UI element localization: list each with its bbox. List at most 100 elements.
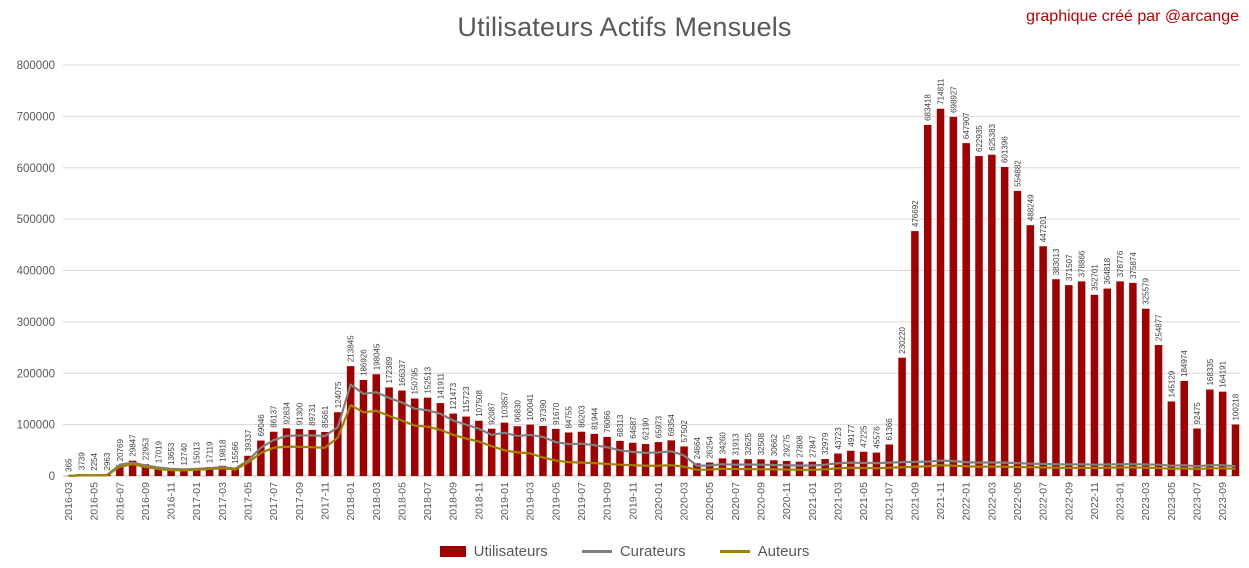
bar-utilisateurs — [398, 390, 406, 476]
x-tick-label: 2016-05 — [89, 482, 101, 521]
bar-value-label: 89731 — [308, 403, 317, 426]
bar-utilisateurs — [526, 424, 534, 476]
bar-utilisateurs — [718, 458, 727, 476]
bar-utilisateurs — [1000, 167, 1009, 476]
bar-value-label: 476692 — [911, 200, 920, 227]
bar-value-label: 45576 — [872, 426, 881, 449]
bar-utilisateurs — [141, 464, 150, 476]
bar-utilisateurs — [936, 108, 945, 477]
bar-value-label: 325579 — [1142, 277, 1151, 304]
bar-utilisateurs — [1116, 281, 1124, 476]
bar-utilisateurs — [1180, 380, 1188, 476]
y-tick-label: 200000 — [17, 368, 55, 380]
x-tick-label: 2021-07 — [884, 482, 896, 521]
bar-value-label: 554882 — [1013, 160, 1022, 187]
bar-utilisateurs — [1103, 288, 1112, 476]
bar-value-label: 27847 — [808, 435, 817, 458]
x-tick-label: 2016-07 — [114, 482, 126, 521]
bar-value-label: 39337 — [244, 429, 253, 452]
x-tick-label: 2019-07 — [576, 482, 588, 521]
x-tick-label: 2019-03 — [525, 482, 537, 521]
bar-value-label: 103857 — [501, 391, 510, 418]
x-tick-label: 2018-05 — [396, 482, 408, 521]
x-tick-label: 2022-09 — [1063, 482, 1075, 521]
x-tick-label: 2016-09 — [140, 482, 152, 521]
bar-value-label: 383013 — [1052, 248, 1061, 275]
bar-value-label: 647907 — [962, 112, 971, 139]
bar-value-label: 152513 — [424, 366, 433, 393]
bar-value-label: 3739 — [77, 452, 86, 470]
bar-utilisateurs — [192, 468, 201, 476]
bar-utilisateurs — [577, 431, 586, 476]
x-tick-label: 2017-01 — [191, 482, 203, 521]
bar-utilisateurs — [564, 432, 573, 476]
credit-text: graphique créé par @arcange — [1026, 8, 1239, 25]
bar-value-label: 186926 — [359, 349, 368, 376]
bar-utilisateurs — [154, 467, 163, 476]
bar-value-label: 364818 — [1103, 257, 1112, 284]
bar-value-label: 622935 — [975, 125, 984, 152]
bar-utilisateurs — [346, 366, 355, 476]
bar-value-label: 2254 — [90, 452, 99, 470]
bar-utilisateurs — [821, 459, 829, 476]
bar-value-label: 92087 — [488, 402, 497, 425]
x-tick-label: 2018-03 — [371, 482, 383, 521]
y-tick-label: 500000 — [17, 214, 55, 226]
x-tick-label: 2019-09 — [602, 482, 614, 521]
bar-utilisateurs — [629, 442, 637, 476]
bar-value-label: 488249 — [1026, 194, 1035, 221]
bar-value-label: 69354 — [667, 414, 676, 437]
x-tick-label: 2023-07 — [1192, 482, 1204, 521]
bar-value-label: 92475 — [1193, 402, 1202, 425]
bar-utilisateurs — [885, 444, 893, 476]
x-tick-label: 2020-03 — [679, 482, 691, 521]
bar-value-label: 124075 — [334, 381, 343, 408]
bar-utilisateurs — [616, 440, 624, 476]
bar-value-label: 64687 — [629, 416, 638, 439]
x-tick-label: 2021-05 — [858, 482, 870, 521]
auteurs-line — [68, 404, 1236, 477]
bar-utilisateurs — [1039, 246, 1047, 476]
bar-utilisateurs — [449, 413, 457, 476]
x-tick-label: 2021-11 — [935, 482, 947, 520]
bar-value-label: 96830 — [513, 399, 522, 422]
x-tick-label: 2016-03 — [63, 482, 75, 521]
bar-utilisateurs — [321, 431, 329, 476]
bar-value-label: 378776 — [1116, 250, 1125, 277]
bar-utilisateurs — [1167, 401, 1176, 476]
bar-value-label: 145129 — [1167, 370, 1176, 397]
bar-utilisateurs — [1077, 281, 1086, 476]
bar-value-label: 27808 — [795, 435, 804, 458]
bar-value-label: 65973 — [654, 415, 663, 438]
y-tick-label: 400000 — [17, 266, 55, 278]
bar-utilisateurs — [1206, 389, 1214, 476]
bar-utilisateurs — [372, 374, 381, 476]
bar-value-label: 32508 — [757, 433, 766, 456]
bar-value-label: 107508 — [475, 390, 484, 417]
bar-utilisateurs — [411, 398, 419, 476]
y-tick-label: 800000 — [17, 60, 55, 72]
bar-value-label: 31913 — [731, 433, 740, 456]
bar-value-label: 84755 — [565, 406, 574, 429]
bar-value-label: 15013 — [193, 441, 202, 464]
bar-value-label: 375874 — [1129, 252, 1138, 279]
bar-value-label: 213845 — [347, 335, 356, 362]
x-tick-label: 2018-11 — [473, 482, 485, 520]
bar-utilisateurs — [962, 143, 970, 477]
bar-value-label: 32625 — [744, 432, 753, 455]
bar-utilisateurs — [282, 428, 291, 476]
bar-value-label: 61366 — [885, 418, 894, 441]
bar-value-label: 86137 — [270, 405, 279, 428]
x-tick-label: 2022-03 — [986, 482, 998, 521]
bar-utilisateurs — [244, 455, 252, 476]
bar-utilisateurs — [205, 467, 214, 476]
legend-label-auteurs: Auteurs — [757, 543, 810, 560]
bar-value-label: 43723 — [834, 427, 843, 450]
bar-value-label: 29275 — [783, 434, 792, 457]
bar-utilisateurs — [731, 459, 740, 476]
bar-utilisateurs — [1090, 294, 1099, 476]
bar-value-label: 22953 — [141, 437, 150, 460]
bar-value-label: 714811 — [937, 78, 946, 105]
bar-value-label: 47225 — [860, 425, 869, 448]
x-tick-label: 2019-11 — [627, 482, 639, 520]
